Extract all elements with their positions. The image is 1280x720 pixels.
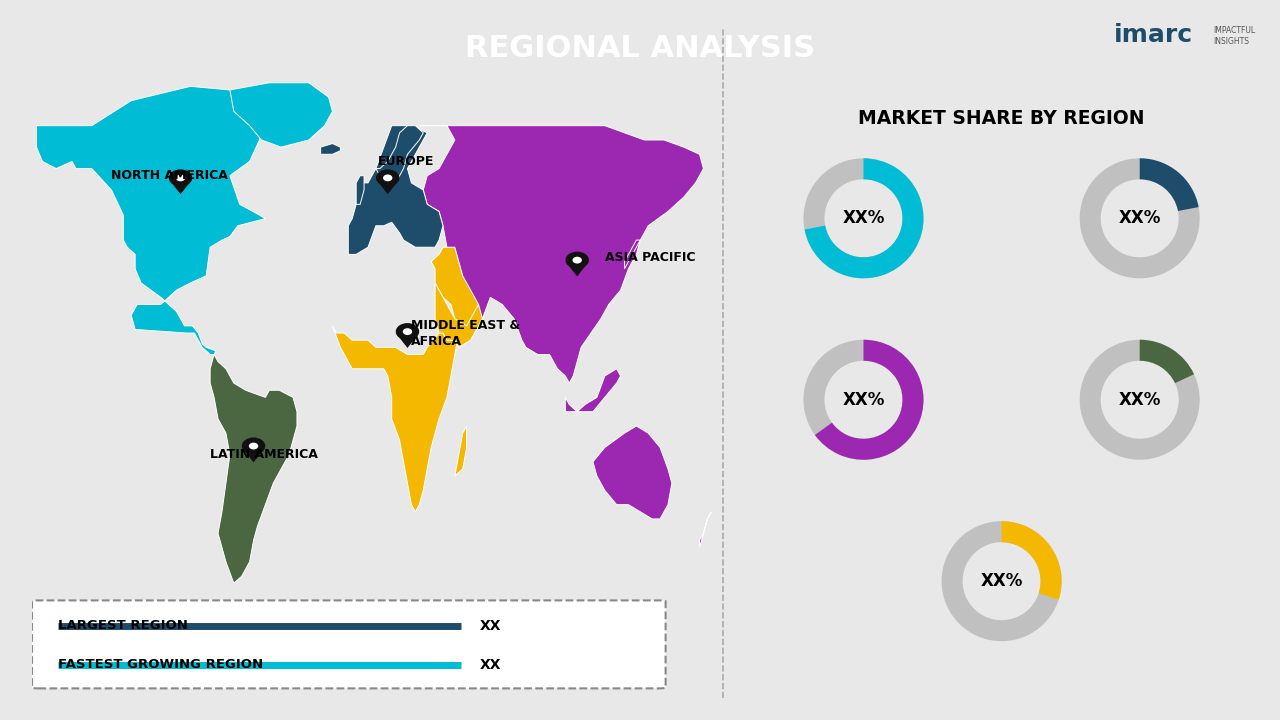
Polygon shape bbox=[420, 126, 704, 383]
Circle shape bbox=[572, 257, 582, 264]
Text: XX%: XX% bbox=[1119, 391, 1161, 409]
Polygon shape bbox=[625, 240, 640, 269]
Text: XX%: XX% bbox=[980, 572, 1023, 590]
Text: XX%: XX% bbox=[1119, 210, 1161, 228]
Text: LATIN AMERICA: LATIN AMERICA bbox=[210, 448, 317, 461]
Polygon shape bbox=[570, 266, 585, 276]
Polygon shape bbox=[566, 369, 621, 412]
Polygon shape bbox=[376, 126, 424, 183]
Text: FASTEST GROWING REGION: FASTEST GROWING REGION bbox=[58, 659, 262, 672]
Polygon shape bbox=[356, 176, 364, 204]
Wedge shape bbox=[1080, 340, 1199, 460]
Polygon shape bbox=[246, 452, 261, 462]
Circle shape bbox=[169, 169, 192, 186]
Wedge shape bbox=[804, 340, 923, 460]
Circle shape bbox=[566, 251, 589, 269]
Text: NORTH AMERICA: NORTH AMERICA bbox=[111, 169, 228, 182]
Text: MIDDLE EAST &
AFRICA: MIDDLE EAST & AFRICA bbox=[411, 318, 521, 348]
Text: EUROPE: EUROPE bbox=[378, 155, 434, 168]
Polygon shape bbox=[454, 426, 467, 476]
Text: XX%: XX% bbox=[842, 210, 884, 228]
Circle shape bbox=[376, 169, 399, 186]
Text: LARGEST REGION: LARGEST REGION bbox=[58, 619, 187, 632]
Circle shape bbox=[383, 174, 393, 181]
Wedge shape bbox=[804, 158, 923, 279]
Wedge shape bbox=[815, 340, 923, 460]
Polygon shape bbox=[435, 283, 483, 347]
Polygon shape bbox=[230, 83, 333, 147]
Wedge shape bbox=[942, 521, 1061, 642]
Text: XX: XX bbox=[480, 618, 502, 633]
Wedge shape bbox=[805, 158, 923, 279]
Circle shape bbox=[396, 323, 419, 340]
Polygon shape bbox=[333, 247, 486, 512]
Text: REGIONAL ANALYSIS: REGIONAL ANALYSIS bbox=[465, 34, 815, 63]
Polygon shape bbox=[348, 126, 443, 254]
Text: XX%: XX% bbox=[842, 391, 884, 409]
Circle shape bbox=[403, 328, 412, 335]
Text: ASIA PACIFIC: ASIA PACIFIC bbox=[605, 251, 695, 264]
FancyBboxPatch shape bbox=[32, 600, 666, 688]
Polygon shape bbox=[380, 184, 396, 194]
Text: MARKET SHARE BY REGION: MARKET SHARE BY REGION bbox=[859, 109, 1144, 128]
Text: XX: XX bbox=[480, 658, 502, 672]
Circle shape bbox=[242, 438, 265, 454]
Polygon shape bbox=[321, 143, 340, 154]
Polygon shape bbox=[173, 184, 188, 194]
Polygon shape bbox=[593, 426, 672, 519]
Text: IMPACTFUL
INSIGHTS: IMPACTFUL INSIGHTS bbox=[1213, 26, 1256, 46]
Circle shape bbox=[248, 443, 259, 449]
Wedge shape bbox=[1080, 158, 1199, 279]
Polygon shape bbox=[210, 354, 297, 583]
Wedge shape bbox=[1001, 521, 1061, 600]
Polygon shape bbox=[399, 338, 416, 348]
Polygon shape bbox=[37, 86, 265, 354]
Circle shape bbox=[175, 174, 186, 181]
Wedge shape bbox=[1139, 340, 1194, 383]
Text: imarc: imarc bbox=[1114, 22, 1193, 47]
Wedge shape bbox=[1139, 158, 1198, 211]
Polygon shape bbox=[700, 512, 712, 547]
